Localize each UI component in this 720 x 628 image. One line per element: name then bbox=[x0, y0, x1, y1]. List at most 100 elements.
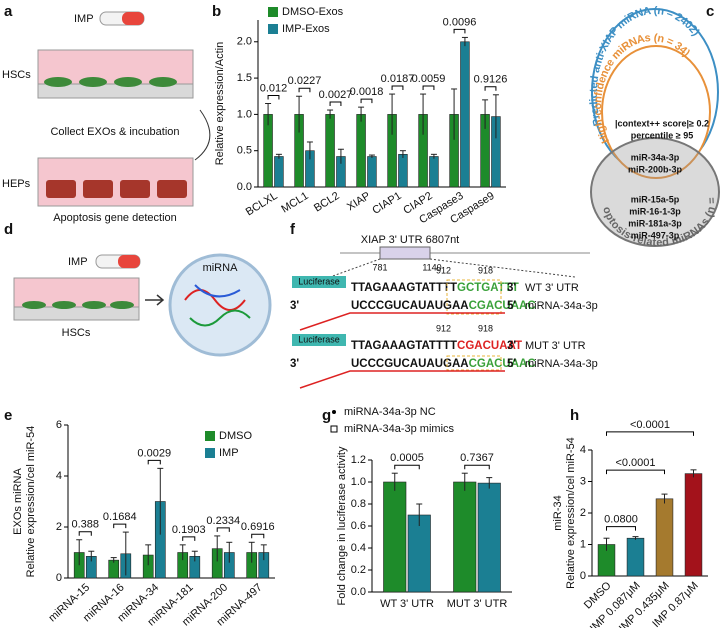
drug-pill-half bbox=[122, 12, 144, 25]
seq: TTAGAAAGTATTTT bbox=[351, 282, 457, 294]
panel-f: f XIAP 3' UTR 6807nt 781 1140 Luciferase… bbox=[290, 221, 598, 389]
set-middle bbox=[601, 45, 711, 179]
zoom-line bbox=[429, 258, 576, 278]
y-tick-label: 2.0 bbox=[237, 36, 252, 48]
luciferase-label: Luciferase bbox=[298, 276, 340, 286]
y-tick-label: 1 bbox=[580, 538, 586, 550]
shared-mirna: miR-200b-3p bbox=[628, 164, 683, 174]
p-value: 0.388 bbox=[71, 519, 99, 531]
mirna-strand bbox=[299, 370, 505, 389]
p-value: 0.0096 bbox=[443, 16, 477, 28]
significance-bracket bbox=[267, 95, 280, 100]
y-axis-label: Fold change in luciferase activity bbox=[336, 446, 348, 605]
p-value: 0.6916 bbox=[241, 521, 275, 533]
step-label: Collect EXOs & incubation bbox=[50, 126, 179, 138]
mirna-strand bbox=[194, 284, 241, 298]
p-value: 0.0027 bbox=[319, 89, 353, 101]
y-tick-label: 1.0 bbox=[351, 476, 366, 488]
other-mirna: miR-15a-5p bbox=[631, 194, 680, 204]
end-3: 3' bbox=[507, 282, 516, 294]
y-tick-label: 1.0 bbox=[237, 108, 252, 120]
region-end: 1140 bbox=[422, 262, 441, 272]
panel-letter: g bbox=[322, 407, 331, 424]
criterion: percentile ≥ 95 bbox=[631, 130, 693, 140]
bar bbox=[383, 481, 407, 593]
significance-bracket bbox=[391, 85, 404, 91]
bar bbox=[626, 537, 645, 577]
p-value: 0.0029 bbox=[137, 447, 171, 459]
x-tick-label: WT 3' UTR bbox=[380, 598, 434, 610]
end-3: 3' bbox=[290, 358, 299, 370]
site-box bbox=[446, 279, 502, 315]
p-value: <0.0001 bbox=[615, 457, 655, 469]
legend-label: DMSO bbox=[219, 430, 252, 442]
mut-sequence: TTAGAAAGTATTTTCGACUAAT bbox=[351, 340, 522, 352]
mirna-strand bbox=[184, 289, 246, 311]
seq: UCCCGUCAUAUGAA bbox=[351, 300, 469, 312]
panel-d: d IMP HSCs miRNA bbox=[4, 221, 272, 357]
set-lower bbox=[590, 137, 720, 247]
seq: UCCCGUCAUAUGAA bbox=[351, 358, 469, 370]
wt-sequence: TTAGAAAGTATTTTGCTGATTT bbox=[351, 282, 519, 294]
seq-site: GCTGATTT bbox=[457, 282, 519, 294]
y-tick-label: 4 bbox=[56, 470, 62, 482]
arrow bbox=[145, 294, 165, 306]
significance-bracket bbox=[422, 85, 435, 91]
p-value: 0.0187 bbox=[381, 73, 415, 85]
imp-label: IMP bbox=[68, 256, 88, 268]
hep-cells bbox=[46, 180, 187, 198]
y-tick-label: 0.2 bbox=[351, 564, 366, 576]
other-mirna: miR-497-3p bbox=[631, 230, 680, 240]
end-5: 5' bbox=[507, 358, 516, 370]
p-value: 0.0018 bbox=[350, 86, 384, 98]
other-mirna: miR-181a-3p bbox=[628, 218, 682, 228]
p-value: 0.012 bbox=[260, 82, 288, 94]
criterion: |context++ score|≥ 0.2 bbox=[615, 118, 709, 128]
end-3: 3' bbox=[507, 340, 516, 352]
significance-bracket bbox=[484, 86, 497, 91]
p-value: 0.9126 bbox=[474, 74, 508, 86]
end-5: 5' bbox=[507, 300, 516, 312]
y-axis-label: miR-34 bbox=[552, 495, 564, 530]
seq-site: CGACUAAC bbox=[469, 358, 536, 370]
panel-letter: c bbox=[706, 3, 714, 20]
x-tick-label: MCL1 bbox=[279, 190, 310, 216]
significance-bracket bbox=[360, 98, 373, 104]
p-value: 0.1684 bbox=[103, 511, 137, 523]
x-tick-label: BCL2 bbox=[312, 190, 342, 215]
shared-mirna: miR-34a-3p bbox=[631, 152, 680, 162]
x-tick-label: CIAP1 bbox=[370, 190, 403, 217]
significance-bracket bbox=[216, 527, 230, 532]
seq-site: CGACUAAC bbox=[469, 300, 536, 312]
y-tick-label: 0.0 bbox=[237, 181, 252, 193]
panel-letter: h bbox=[570, 407, 579, 424]
legend-marker bbox=[330, 425, 338, 433]
panel-letter: d bbox=[4, 221, 13, 238]
y-tick-label: 0.6 bbox=[351, 520, 366, 532]
p-value: 0.2334 bbox=[206, 515, 240, 527]
luciferase-label: Luciferase bbox=[298, 334, 340, 344]
mirna-sequence: UCCCGUCAUAUGAACGACUAAC bbox=[351, 300, 536, 312]
bar bbox=[429, 156, 439, 188]
significance-bracket bbox=[606, 526, 636, 531]
legend-swatch bbox=[268, 7, 278, 17]
bar bbox=[684, 473, 703, 577]
y-tick-label: 2 bbox=[56, 521, 62, 533]
position: 912 bbox=[436, 265, 451, 275]
x-tick-label: BCLXL bbox=[244, 190, 280, 219]
significance-bracket bbox=[182, 536, 196, 541]
significance-bracket bbox=[464, 464, 490, 470]
position: 918 bbox=[478, 323, 493, 333]
y-tick-label: 6 bbox=[56, 419, 62, 431]
significance-bracket bbox=[147, 459, 161, 465]
bar bbox=[655, 498, 674, 577]
imp-label: IMP bbox=[74, 13, 94, 25]
y-tick-label: 0 bbox=[56, 572, 62, 584]
y-axis-label: Relative expression/cel miR-54 bbox=[25, 426, 37, 578]
hsc-cells bbox=[44, 77, 177, 87]
mirna-label: miRNA bbox=[203, 262, 238, 274]
p-value: 0.1903 bbox=[172, 524, 206, 536]
dish-base bbox=[13, 306, 140, 321]
y-tick-label: 0.0 bbox=[351, 586, 366, 598]
